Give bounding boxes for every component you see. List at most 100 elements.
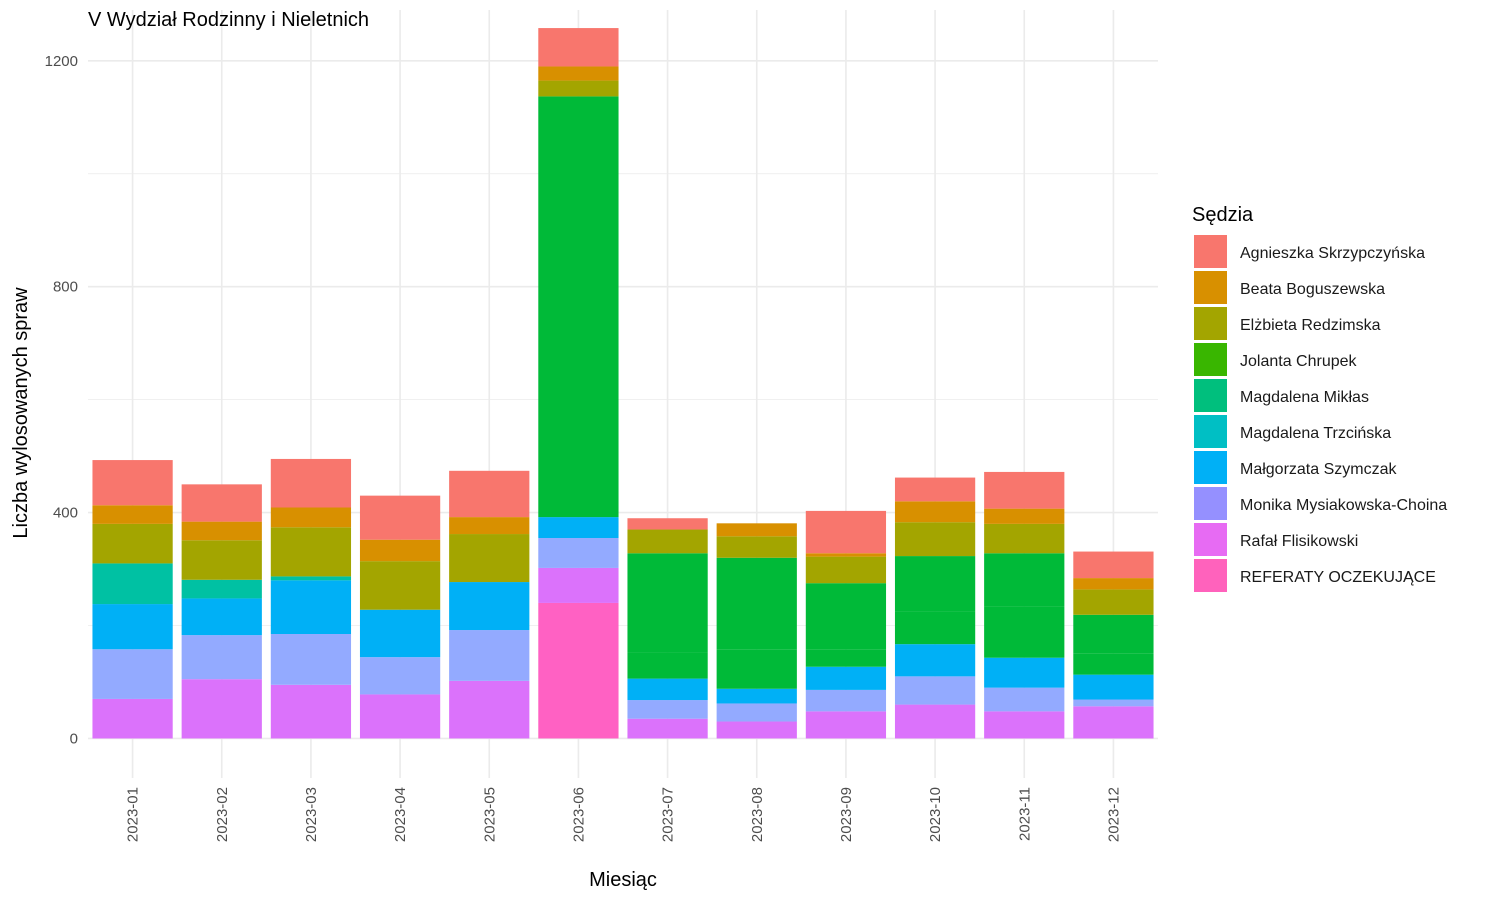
legend-label: Monika Mysiakowska-Choina xyxy=(1240,497,1447,514)
bar-segment xyxy=(359,539,441,562)
bar-segment xyxy=(894,477,976,502)
bar-segment xyxy=(805,553,887,557)
x-tick-label: 2023-12 xyxy=(1105,787,1122,842)
bar-segment xyxy=(359,694,441,739)
legend-swatch xyxy=(1194,487,1227,520)
bar-segment xyxy=(716,688,797,704)
x-tick-label: 2023-03 xyxy=(303,787,320,842)
bar-segment xyxy=(627,700,708,719)
x-tick-label: 2023-10 xyxy=(927,787,944,842)
x-tick-label: 2023-11 xyxy=(1016,787,1033,841)
bar-segment xyxy=(538,80,619,97)
bar-segment xyxy=(181,521,262,541)
bar-segment xyxy=(1073,614,1154,654)
bar-segment xyxy=(92,505,173,524)
legend-swatch xyxy=(1194,343,1227,376)
bar-segment xyxy=(449,517,530,535)
legend-label: Magdalena Mikłas xyxy=(1240,389,1369,406)
legend-label: Agnieszka Skrzypczyńska xyxy=(1240,245,1425,262)
bar-segment xyxy=(805,649,887,667)
bar-segment xyxy=(449,534,530,583)
bar-segment xyxy=(716,536,797,558)
bar-segment xyxy=(1073,653,1154,675)
x-tick-label: 2023-04 xyxy=(392,787,409,842)
bar-segment xyxy=(627,518,708,530)
bar-segment xyxy=(1073,699,1154,707)
legend-label: Elżbieta Redzimska xyxy=(1240,317,1381,334)
legend-swatch xyxy=(1194,523,1227,556)
bar-segment xyxy=(449,470,530,518)
bar-segment xyxy=(92,460,173,506)
bar-segment xyxy=(181,598,262,636)
bar-segment xyxy=(805,583,887,650)
bar-segment xyxy=(92,649,173,699)
bar-segment xyxy=(270,684,352,739)
bar-segment xyxy=(1073,706,1154,739)
bar-segment xyxy=(984,606,1065,658)
bar-segment xyxy=(181,579,262,599)
bar-segment xyxy=(984,687,1065,712)
bar-segment xyxy=(805,666,887,690)
bar-segment xyxy=(538,28,619,67)
y-tick-label: 800 xyxy=(53,279,78,296)
legend-label: REFERATY OCZEKUJĄCE xyxy=(1240,569,1436,586)
bar-segment xyxy=(894,704,976,739)
bar-segment xyxy=(894,556,976,612)
x-tick-label: 2023-09 xyxy=(838,787,855,842)
bar-segment xyxy=(984,711,1065,739)
bar-segment xyxy=(92,523,173,564)
bar-segment xyxy=(449,630,530,681)
bar-segment xyxy=(805,689,887,712)
x-tick-label: 2023-02 xyxy=(214,787,231,842)
legend-label: Jolanta Chrupek xyxy=(1240,353,1358,370)
bar-segment xyxy=(92,604,173,650)
chart-title: V Wydział Rodzinny i Nieletnich xyxy=(88,9,369,31)
axes: 0 400 800 1200 2023-01 2023-02 2023-03 2023-04 2… xyxy=(45,53,1123,842)
y-tick-label: 1200 xyxy=(45,53,78,70)
bar-segment xyxy=(538,96,619,518)
legend-label: Małgorzata Szymczak xyxy=(1240,461,1397,478)
bar-segment xyxy=(984,508,1065,524)
x-tick-label: 2023-07 xyxy=(660,787,677,842)
bar-segment xyxy=(984,523,1065,554)
legend-swatch xyxy=(1194,379,1227,412)
bar-segment xyxy=(805,510,887,554)
bar-segment xyxy=(1073,589,1154,615)
bar-segment xyxy=(538,517,619,538)
bar-segment xyxy=(538,66,619,81)
bar-segment xyxy=(449,680,530,739)
bar-segment xyxy=(716,721,797,739)
bar-segment xyxy=(894,644,976,677)
bar-segment xyxy=(359,495,441,540)
legend-swatch xyxy=(1194,559,1227,592)
bar-segment xyxy=(270,634,352,685)
bar-segment xyxy=(449,582,530,631)
bar-segment xyxy=(538,602,619,739)
bar-segment xyxy=(627,652,708,679)
bar-segment xyxy=(894,522,976,557)
bar-segment xyxy=(359,657,441,695)
legend-label: Beata Boguszewska xyxy=(1240,281,1385,298)
bar-segment xyxy=(92,563,173,605)
bar-segment xyxy=(894,676,976,705)
bar-segment xyxy=(894,611,976,645)
bar-segment xyxy=(716,649,797,689)
legend-swatch xyxy=(1194,451,1227,484)
bar-segment xyxy=(270,507,352,528)
bar-segment xyxy=(1073,551,1154,579)
x-tick-label: 2023-05 xyxy=(481,787,498,842)
y-tick-label: 400 xyxy=(53,505,78,522)
bars xyxy=(92,28,1154,739)
bar-segment xyxy=(1073,578,1154,590)
legend-label: Magdalena Trzcińska xyxy=(1240,425,1391,442)
x-axis-title: Miesiąc xyxy=(589,869,657,891)
bar-segment xyxy=(181,635,262,680)
bar-segment xyxy=(181,540,262,580)
bar-segment xyxy=(894,501,976,523)
legend-swatch xyxy=(1194,271,1227,304)
bar-segment xyxy=(716,557,797,650)
bar-segment xyxy=(716,523,797,537)
bar-segment xyxy=(805,556,887,584)
bar-segment xyxy=(984,657,1065,688)
legend-title: Sędzia xyxy=(1192,204,1254,226)
